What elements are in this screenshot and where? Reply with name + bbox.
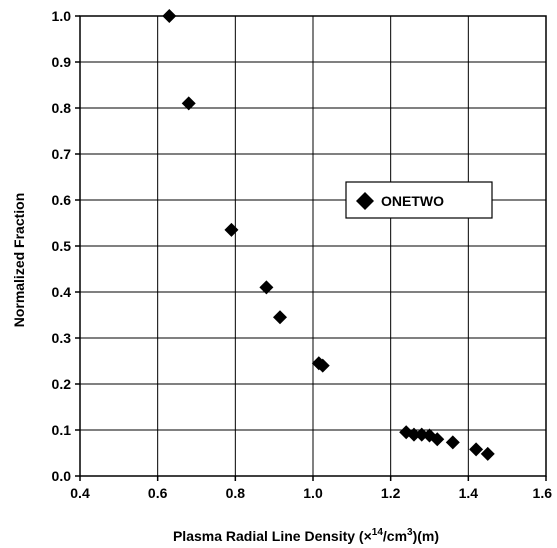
y-tick-label: 0.6 <box>52 192 72 208</box>
data-point <box>272 310 287 325</box>
legend: ONETWO <box>345 181 493 219</box>
y-tick-label: 1.0 <box>52 8 72 24</box>
x-tick-label: 1.6 <box>533 485 553 501</box>
data-point <box>224 222 239 237</box>
data-point <box>406 427 421 442</box>
x-tick-label: 1.4 <box>459 485 479 501</box>
data-point <box>445 435 460 450</box>
y-tick-label: 0.9 <box>52 54 72 70</box>
y-axis-ticks: 0.0 0.1 0.2 0.3 0.4 0.5 0.6 0.7 0.8 0.9 1.0 <box>52 8 80 484</box>
x-tick-label: 0.8 <box>226 485 246 501</box>
data-point <box>480 446 495 461</box>
data-point <box>162 9 177 23</box>
y-tick-label: 0.8 <box>52 100 72 116</box>
data-point <box>181 96 196 111</box>
legend-marker <box>356 192 374 210</box>
x-tick-label: 1.0 <box>303 485 323 501</box>
data-points <box>162 9 495 461</box>
x-axis-ticks: 0.4 0.6 0.8 1.0 1.2 1.4 1.6 <box>70 476 552 501</box>
x-tick-label: 1.2 <box>381 485 401 501</box>
grid <box>79 15 547 477</box>
data-point <box>430 432 445 447</box>
data-point <box>469 442 484 457</box>
y-tick-label: 0.5 <box>52 238 72 254</box>
y-tick-label: 0.4 <box>52 284 72 300</box>
x-tick-label: 0.6 <box>148 485 168 501</box>
y-tick-label: 0.0 <box>52 468 72 484</box>
y-tick-label: 0.1 <box>52 422 72 438</box>
x-tick-label: 0.4 <box>70 485 90 501</box>
legend-label: ONETWO <box>381 193 444 209</box>
y-tick-label: 0.7 <box>52 146 72 162</box>
y-axis-label: Normalized Fraction <box>11 193 27 328</box>
x-axis-label: Plasma Radial Line Density (×14/cm3)(m) <box>173 527 439 544</box>
data-point <box>315 358 330 373</box>
data-point <box>259 280 274 295</box>
y-tick-label: 0.3 <box>52 330 72 346</box>
y-tick-label: 0.2 <box>52 376 72 392</box>
